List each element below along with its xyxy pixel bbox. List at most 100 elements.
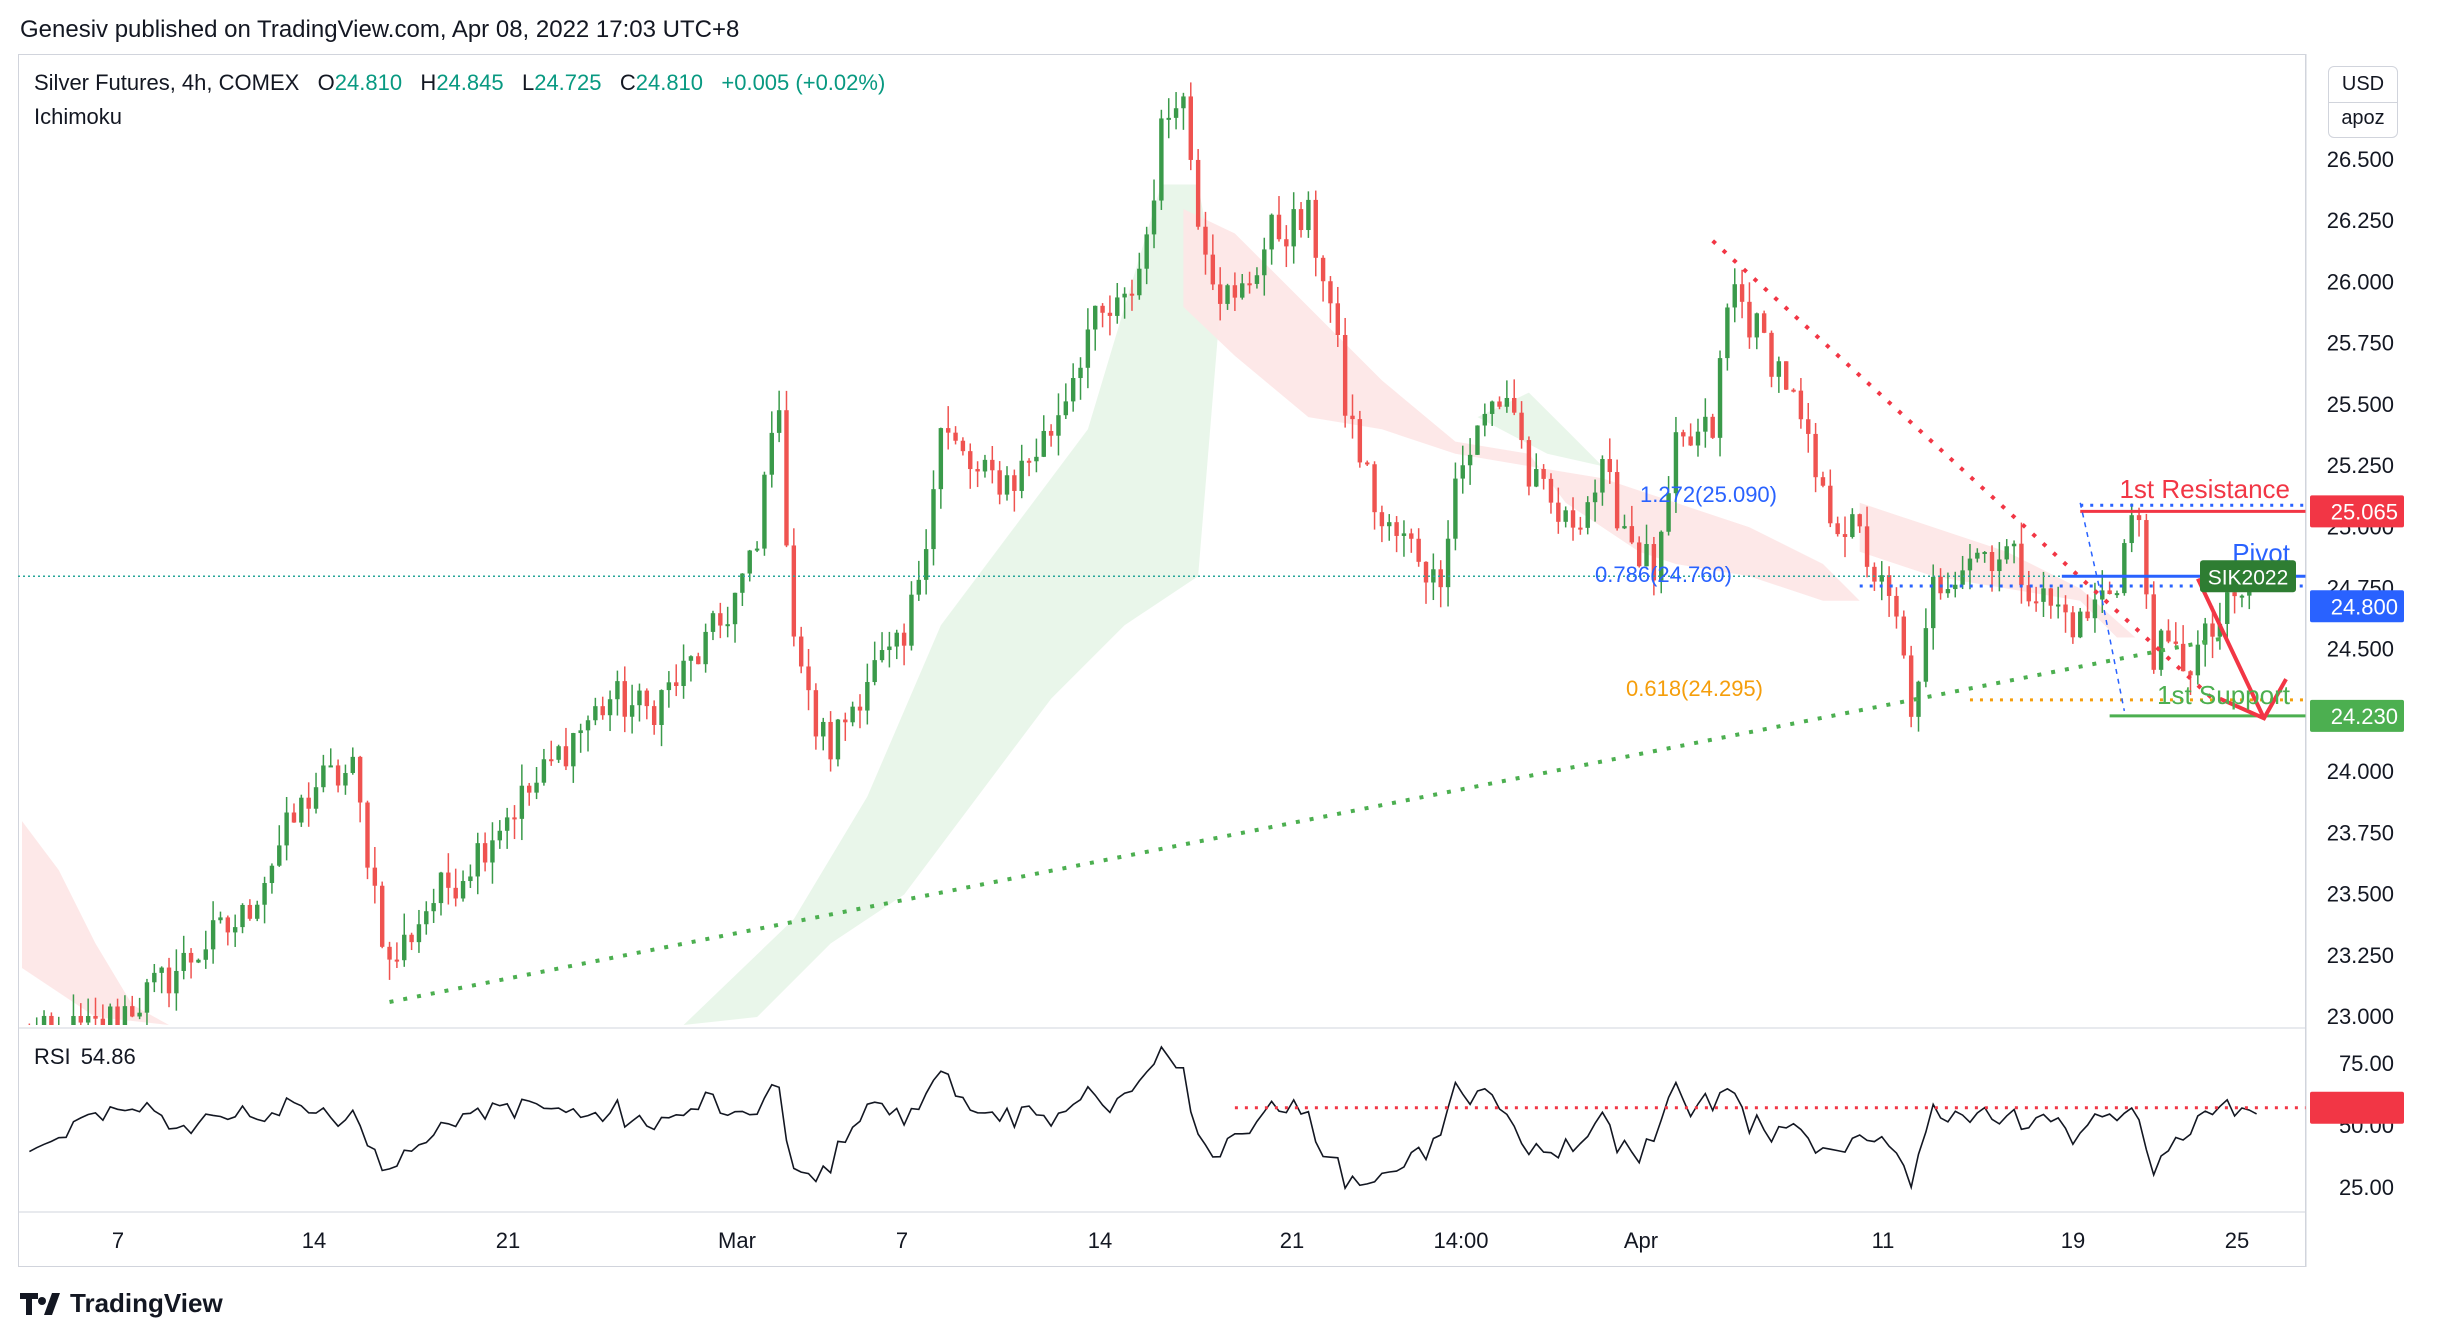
candle-body <box>1247 283 1252 286</box>
candle-body <box>174 970 179 994</box>
candle-body <box>1004 475 1010 495</box>
candle-body <box>181 952 186 971</box>
candle-body <box>754 548 760 551</box>
candle-body <box>563 746 569 767</box>
candle-body <box>923 549 929 580</box>
candle-body <box>1394 522 1399 536</box>
candle-body <box>402 934 407 961</box>
fib-anchor-line <box>2079 502 2126 712</box>
candle-body <box>1651 544 1657 581</box>
currency-unit-button[interactable]: USD apoz <box>2328 66 2398 138</box>
candle-body <box>1813 433 1818 478</box>
candle-body <box>1592 492 1598 503</box>
candle-body <box>527 785 532 793</box>
candle-body <box>1828 485 1833 524</box>
candle-body <box>968 451 973 470</box>
axes: 26.500 26.250 26.000 25.750 25.500 25.250 25.0… <box>18 54 2404 1267</box>
candle-body <box>1137 268 1142 296</box>
candle-body <box>1482 413 1488 426</box>
candle-body <box>210 920 216 950</box>
candle-body <box>740 573 745 593</box>
candle-body <box>1387 522 1392 527</box>
candle-body <box>1504 397 1510 407</box>
pivot-price-tag: 24.800 <box>2331 594 2398 619</box>
candle-body <box>1850 514 1855 537</box>
candle-body <box>990 459 995 471</box>
candle-body <box>1901 616 1907 656</box>
candle-body <box>225 917 231 933</box>
candle-body <box>644 690 650 707</box>
candle-body <box>277 845 282 866</box>
candle-body <box>674 682 679 686</box>
candle-body <box>2063 604 2068 613</box>
price-tick-label: 25.250 <box>2327 453 2394 478</box>
rsi-tick-label: 75.00 <box>2339 1051 2394 1076</box>
candle-body <box>821 721 826 737</box>
candle-body <box>1070 378 1076 402</box>
low-label: L <box>521 70 535 95</box>
candle-body <box>806 666 811 691</box>
candle-body <box>1585 502 1590 528</box>
ichimoku-cloud <box>22 184 2136 1025</box>
candle-body <box>1614 472 1620 529</box>
publisher-caption: Genesiv published on TradingView.com, Ap… <box>20 16 740 43</box>
candle-body <box>1401 533 1407 536</box>
descending-trendline[interactable] <box>1711 239 2214 701</box>
candle-body <box>2239 595 2245 598</box>
candle-body <box>284 812 289 846</box>
candle-body <box>2122 543 2127 594</box>
tradingview-mark-icon <box>20 1292 61 1315</box>
candle-body <box>776 410 782 433</box>
time-tick-label: 11 <box>1872 1228 1895 1253</box>
candle-body <box>2202 623 2208 645</box>
candle-body <box>1364 462 1370 465</box>
candle-body <box>637 690 642 706</box>
candle-body <box>497 830 503 841</box>
candle-body <box>2033 601 2039 604</box>
candle-body <box>1644 544 1649 567</box>
candle-body <box>1173 108 1179 118</box>
candle-body <box>894 632 899 647</box>
candle-body <box>879 650 885 661</box>
fib-0786-label: 0.786(24.760) <box>1595 562 1732 587</box>
candle-body <box>306 797 311 809</box>
support-price-tag-bg <box>2310 699 2404 732</box>
candle-body <box>1769 332 1774 377</box>
candle-body <box>93 1016 98 1019</box>
candle-body <box>1306 199 1311 231</box>
indicator-name[interactable]: Ichimoku <box>34 104 123 129</box>
candle-body <box>1298 209 1304 231</box>
candle-body <box>1835 523 1840 535</box>
resistance-label: 1st Resistance <box>2119 474 2290 504</box>
candle-body <box>269 865 275 884</box>
candle-body <box>350 756 355 774</box>
candle-body <box>1188 96 1193 160</box>
candle-body <box>1195 159 1201 227</box>
cloud-bearish <box>1183 209 1860 601</box>
candle-body <box>828 721 833 760</box>
candle-body <box>1570 510 1576 528</box>
candle-body <box>1659 531 1664 581</box>
candle-body <box>1894 595 1899 617</box>
candle-body <box>416 924 422 943</box>
ascending-trendline[interactable] <box>389 635 2228 1004</box>
candle-body <box>1776 361 1782 377</box>
candle-body <box>607 699 613 716</box>
candle-body <box>1806 419 1811 434</box>
candle-body <box>1548 478 1554 503</box>
candle-body <box>703 631 708 665</box>
candle-body <box>1534 469 1539 487</box>
time-tick-label: 14:00 <box>1433 1228 1488 1253</box>
close-label: C <box>619 70 636 95</box>
currency-code: USD <box>2341 73 2385 95</box>
contract-tag-bg <box>2200 560 2296 593</box>
candle-body <box>887 646 892 651</box>
candle-body <box>982 459 988 472</box>
candle-body <box>1681 432 1686 437</box>
candle-body <box>659 690 664 725</box>
price-tick-label: 26.500 <box>2327 147 2394 172</box>
tradingview-logo[interactable]: TradingView <box>20 1288 223 1319</box>
support-price-tag: 24.230 <box>2331 704 2398 729</box>
